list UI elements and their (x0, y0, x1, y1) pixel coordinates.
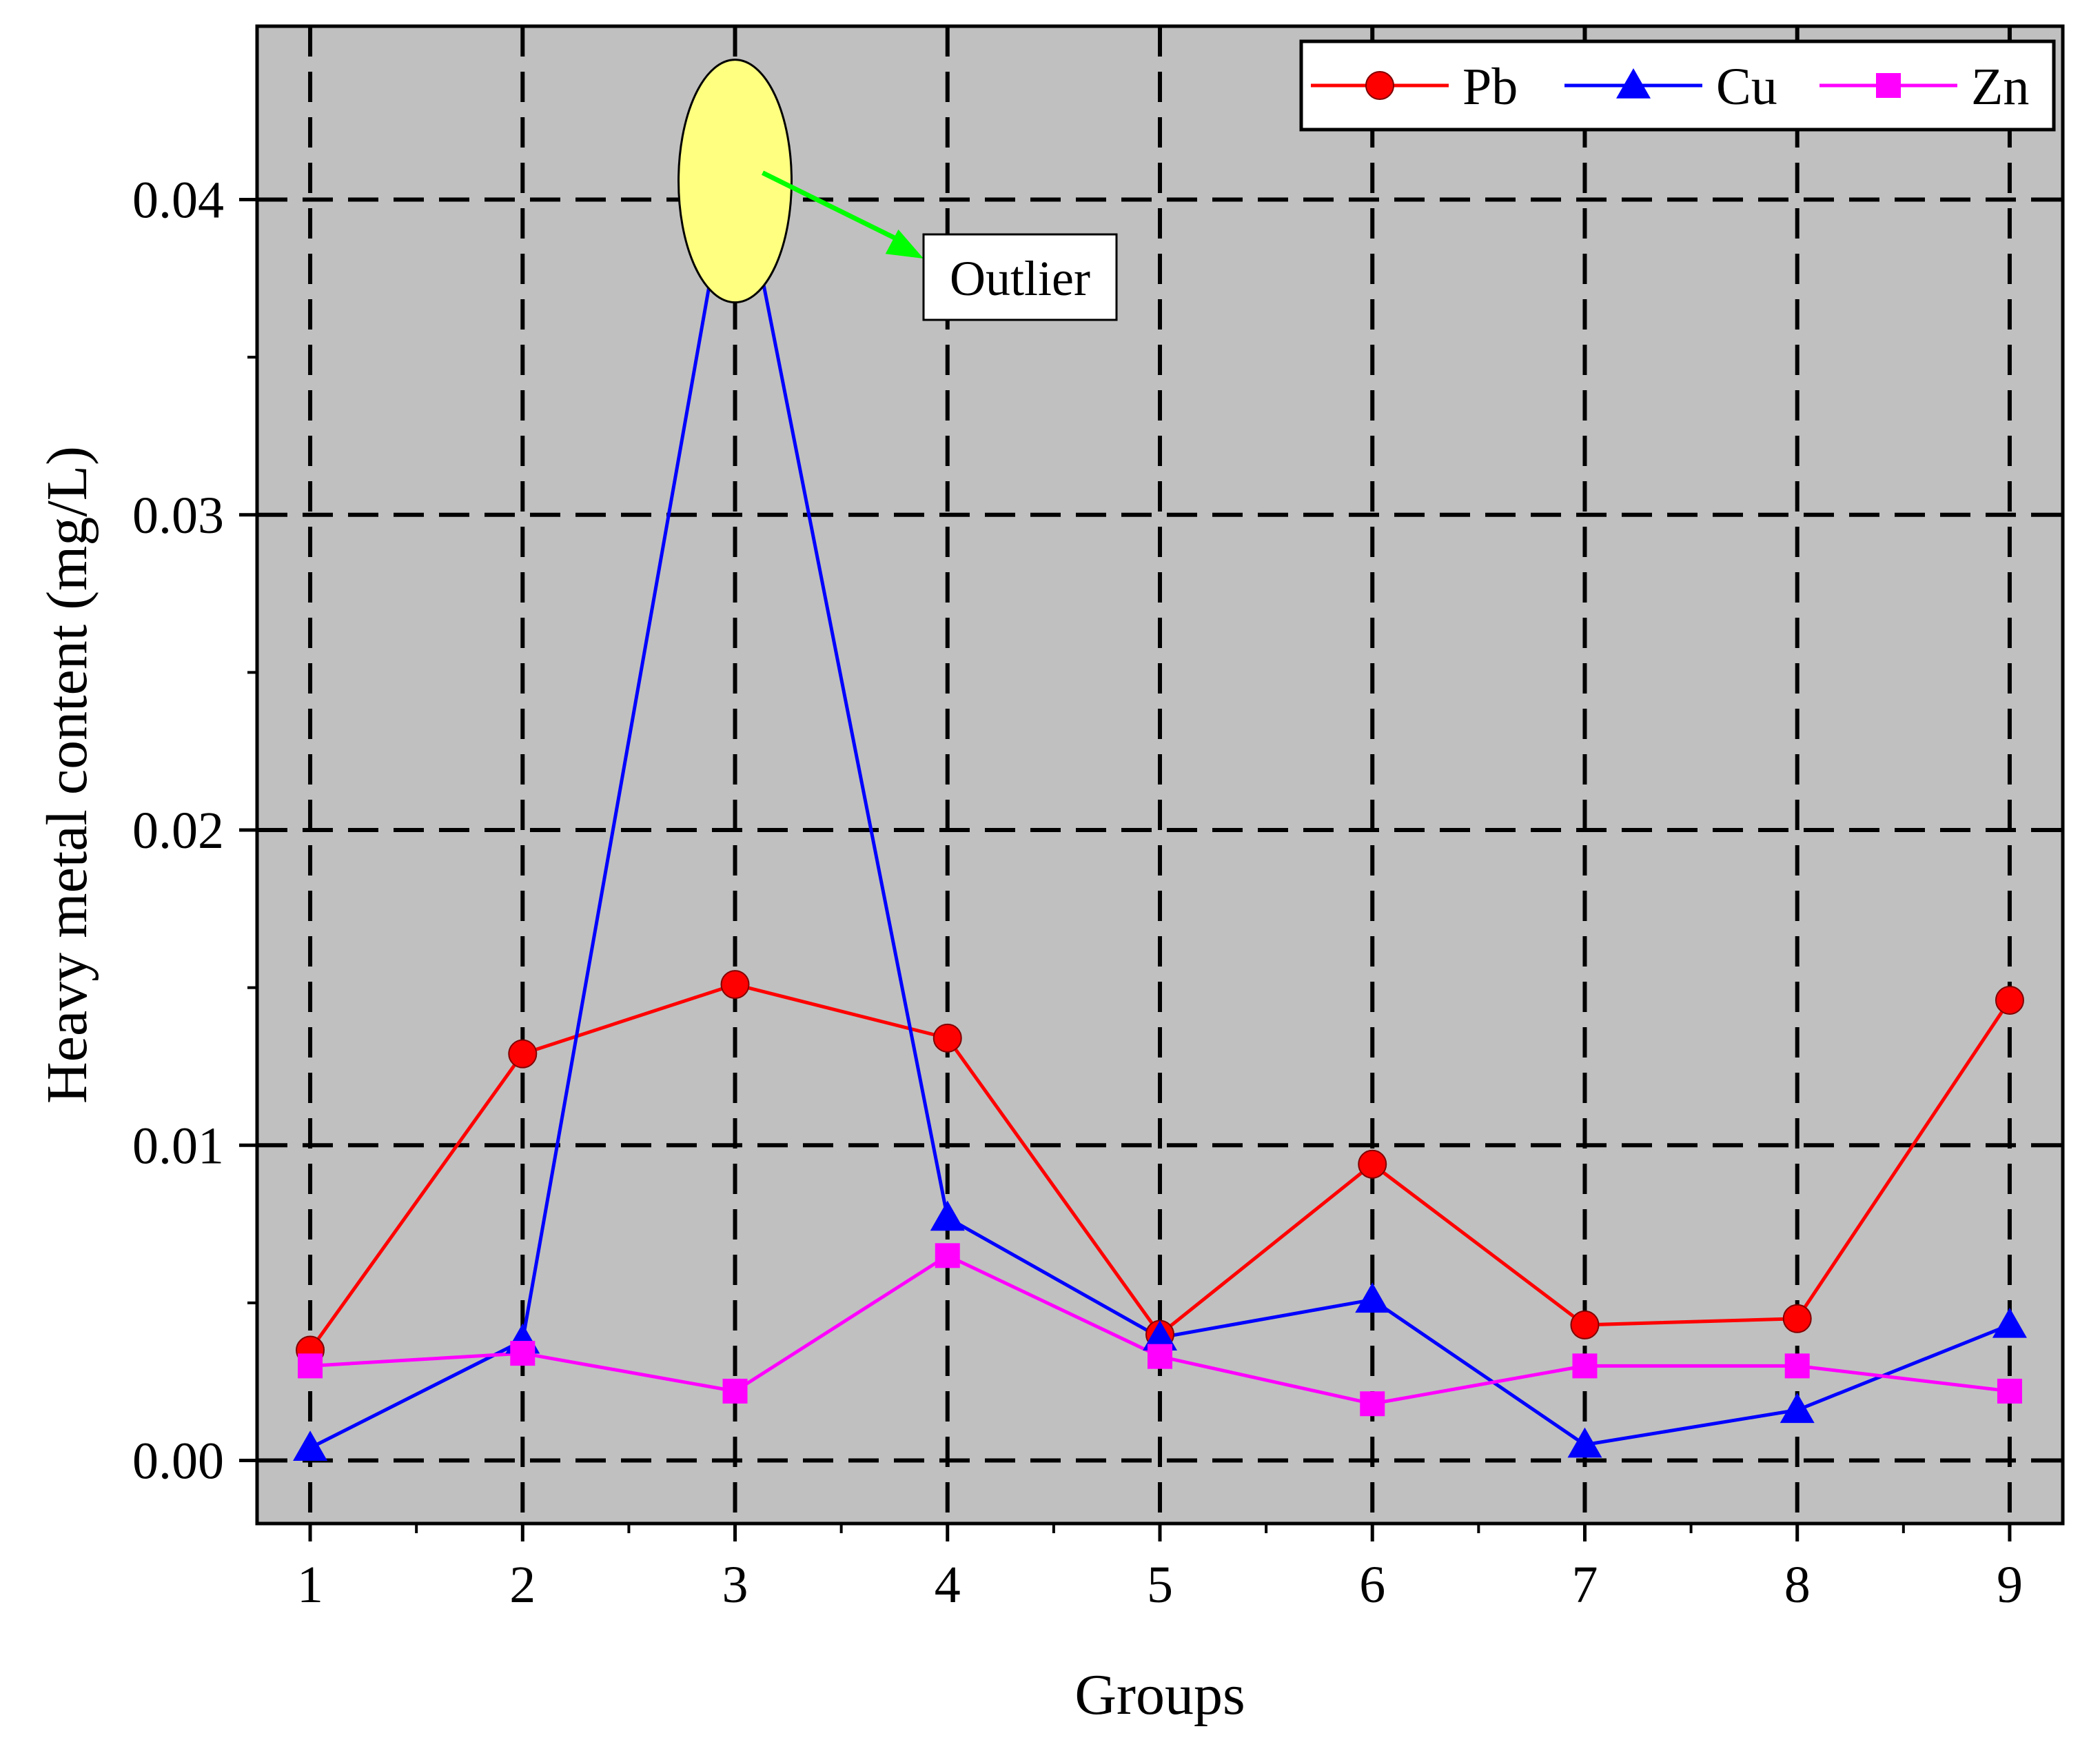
data-point-zn (1997, 1378, 2022, 1404)
data-point-zn (298, 1353, 323, 1379)
data-point-cu (1143, 1320, 1177, 1350)
data-point-pb (720, 970, 750, 1000)
axes: 1 2 3 4 5 6 7 8 9 0.00 0.01 0.02 0.03 0.04 (132, 171, 2023, 1614)
data-point-zn (1148, 1344, 1172, 1369)
outlier-label-box (922, 233, 1118, 321)
data-point-cu (1355, 1282, 1390, 1313)
y-tick-label: 0.01 (132, 1117, 224, 1175)
data-point-pb (1570, 1310, 1600, 1339)
data-point-cu (1992, 1307, 2027, 1338)
x-axis-label: Groups (1074, 1663, 1245, 1727)
data-point-zn (722, 1378, 748, 1404)
data-point-cu (930, 1200, 965, 1231)
data-point-zn (935, 1243, 960, 1268)
x-tick-label: 1 (297, 1556, 323, 1614)
x-tick-label: 9 (1997, 1556, 2023, 1614)
data-point-pb (1995, 985, 2024, 1015)
data-point-zn (1784, 1353, 1810, 1379)
series-layer (293, 122, 2027, 1461)
x-tick-label: 2 (509, 1556, 536, 1614)
y-tick-label: 0.02 (132, 802, 224, 860)
outlier-arrow (761, 170, 901, 243)
y-axis-label: Heavy metal content (mg/L) (35, 446, 99, 1104)
x-tick-label: 4 (935, 1556, 961, 1614)
y-tick-label: 0.00 (132, 1433, 224, 1490)
legend: Pb Cu Zn (1299, 39, 2056, 132)
x-tick-label: 5 (1147, 1556, 1173, 1614)
y-tick-label: 0.04 (132, 171, 224, 229)
x-tick-label: 7 (1571, 1556, 1598, 1614)
data-point-pb (932, 1023, 962, 1053)
data-point-pb (508, 1039, 538, 1069)
x-tick-label: 8 (1784, 1556, 1811, 1614)
data-point-cu (1567, 1427, 1602, 1458)
y-tick-label: 0.03 (132, 487, 224, 545)
data-point-zn (1572, 1353, 1598, 1379)
outlier-highlight-ellipse (677, 59, 793, 304)
legend-label-pb: Pb (1462, 58, 1518, 116)
x-tick-label: 3 (722, 1556, 748, 1614)
annotation-layer: Outlier (677, 59, 1118, 321)
data-point-cu (293, 1430, 328, 1461)
outlier-label: Outlier (950, 251, 1090, 306)
data-point-cu (1780, 1393, 1815, 1424)
data-point-zn (1360, 1391, 1385, 1417)
legend-marker-cu (1616, 68, 1651, 99)
legend-label-zn: Zn (1971, 58, 2029, 116)
outlier-arrow-head (885, 229, 924, 259)
legend-label-cu: Cu (1716, 58, 1777, 116)
data-point-pb (1782, 1304, 1812, 1333)
data-point-pb (1358, 1149, 1387, 1179)
legend-marker-pb (1365, 71, 1394, 100)
data-point-zn (510, 1341, 536, 1366)
x-tick-label: 6 (1359, 1556, 1385, 1614)
legend-marker-zn (1876, 73, 1901, 98)
